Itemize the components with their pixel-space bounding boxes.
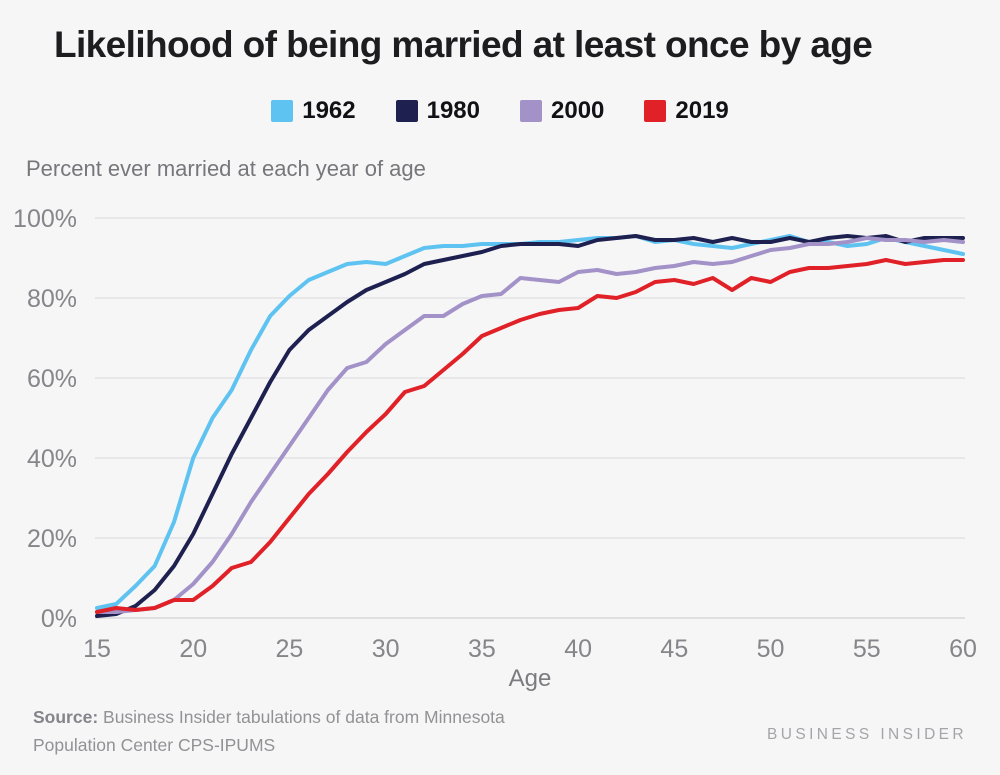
legend-item-1962: 1962: [271, 97, 356, 125]
y-tick-label-20: 20%: [27, 525, 77, 553]
business-insider-wordmark: BUSINESS INSIDER: [767, 726, 967, 743]
x-tick-label-60: 60: [949, 635, 977, 663]
x-tick-label-30: 30: [372, 635, 400, 663]
chart-title: Likelihood of being married at least onc…: [54, 24, 873, 65]
y-axis-description: Percent ever married at each year of age: [26, 156, 426, 181]
x-axis-title: Age: [509, 665, 552, 692]
source-label: Source:: [33, 707, 99, 727]
legend-label: 2000: [551, 97, 605, 124]
y-tick-label-60: 60%: [27, 365, 77, 393]
legend-swatch-2000: [520, 100, 542, 122]
legend-label: 2019: [675, 97, 729, 124]
x-tick-label-35: 35: [468, 635, 496, 663]
x-tick-label-50: 50: [757, 635, 785, 663]
legend-swatch-1962: [271, 100, 294, 122]
source-text: Business Insider tabulations of data fro…: [33, 707, 505, 756]
legend-swatch-2019: [644, 100, 667, 122]
y-tick-label-40: 40%: [27, 445, 77, 473]
y-tick-label-100: 100%: [13, 205, 77, 233]
legend-item-2019: 2019: [644, 97, 729, 125]
x-tick-label-20: 20: [179, 635, 207, 663]
legend: 1962 1980 2000 2019: [0, 97, 1000, 125]
y-tick-label-80: 80%: [27, 285, 77, 313]
series-line-1980: [95, 234, 965, 618]
series-line-1962: [95, 234, 965, 610]
legend-swatch-1980: [395, 100, 418, 122]
legend-item-2000: 2000: [520, 97, 604, 125]
legend-label: 1962: [302, 97, 356, 124]
x-tick-label-25: 25: [276, 635, 304, 663]
legend-label: 1980: [426, 97, 480, 124]
x-tick-label-15: 15: [83, 635, 111, 663]
x-tick-label-55: 55: [853, 635, 881, 663]
y-tick-label-0: 0%: [41, 605, 77, 633]
x-tick-label-40: 40: [564, 635, 592, 663]
source-note: Source: Business Insider tabulations of …: [33, 703, 513, 760]
series-line-2000: [95, 236, 965, 614]
x-tick-label-45: 45: [660, 635, 688, 663]
series-line-2019: [95, 258, 965, 614]
legend-item-1980: 1980: [395, 97, 480, 125]
